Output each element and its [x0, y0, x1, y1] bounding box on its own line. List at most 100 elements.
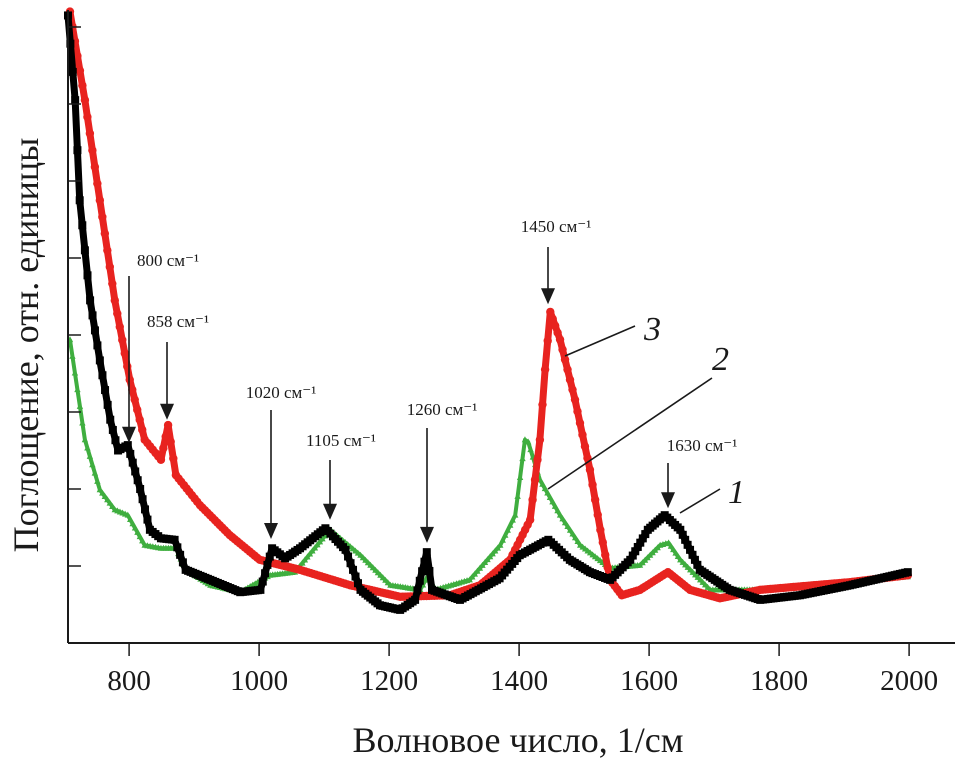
data-point [263, 560, 272, 569]
y-axis-title: Поглощение, отн. единицы [6, 138, 46, 553]
series-3-line [66, 11, 909, 602]
data-point [903, 568, 912, 577]
peak-annotation: 1630 см⁻¹ [661, 436, 738, 509]
data-point [138, 495, 147, 504]
data-point [133, 476, 142, 485]
data-point [68, 67, 77, 76]
data-point [163, 420, 173, 430]
data-point [319, 535, 326, 542]
data-point [525, 515, 535, 524]
data-point [631, 547, 640, 556]
data-point [299, 559, 306, 566]
data-point [690, 555, 699, 564]
x-axis-title: Волновое число, 1/см [352, 720, 683, 760]
peak-annotation: 1260 см⁻¹ [407, 400, 477, 543]
data-point [688, 550, 697, 559]
data-point [674, 552, 682, 559]
data-point [143, 515, 152, 524]
data-point [136, 533, 144, 540]
data-point [128, 458, 137, 467]
peak-annotation: 858 см⁻¹ [147, 312, 209, 420]
data-point [95, 196, 105, 205]
data-point [544, 489, 551, 496]
data-point [166, 437, 175, 446]
data-point [349, 565, 358, 574]
data-point [550, 321, 560, 330]
data-point [559, 515, 566, 522]
leader-line [679, 488, 721, 514]
data-point [108, 425, 117, 434]
data-point [636, 538, 645, 547]
data-point [497, 541, 504, 548]
data-point [530, 475, 540, 484]
curve-label-2: 2 [547, 341, 729, 490]
data-point [169, 454, 178, 463]
data-point [678, 530, 687, 539]
data-point [528, 495, 537, 504]
peak-annotation: 800 см⁻¹ [122, 251, 199, 443]
arrow-head-icon [420, 526, 434, 543]
data-point [571, 534, 579, 541]
data-point [103, 400, 112, 409]
data-point [111, 436, 120, 445]
data-point [574, 537, 581, 544]
data-point [563, 365, 572, 374]
data-point [566, 526, 574, 533]
data-point [578, 430, 587, 439]
data-point [316, 538, 324, 545]
data-point [93, 341, 102, 350]
data-point [106, 499, 114, 506]
data-point [676, 525, 685, 534]
data-point [590, 495, 600, 504]
curve-number: 3 [643, 311, 661, 348]
peak-annotation: 1450 см⁻¹ [521, 217, 591, 305]
data-point [84, 444, 91, 451]
data-point [261, 569, 270, 578]
data-point [80, 95, 90, 105]
data-point [525, 438, 532, 445]
peak-label: 1630 см⁻¹ [667, 436, 738, 455]
data-point [78, 221, 87, 230]
data-point [420, 557, 429, 566]
data-point [569, 530, 576, 537]
data-point [101, 492, 109, 499]
data-point [98, 212, 107, 222]
curve-number: 2 [712, 341, 729, 378]
data-point [301, 556, 309, 563]
x-tick-label: 1400 [490, 665, 548, 697]
peak-annotation: 1105 см⁻¹ [306, 431, 376, 520]
data-point [79, 419, 86, 426]
data-point [104, 496, 111, 503]
data-point [90, 326, 99, 335]
data-point [265, 552, 274, 561]
data-point [546, 493, 554, 500]
data-point [103, 246, 112, 255]
data-point [686, 545, 695, 554]
data-point [560, 355, 570, 364]
data-point [601, 550, 610, 560]
data-point [83, 112, 92, 122]
curve-number: 1 [728, 474, 745, 511]
data-point [507, 521, 514, 528]
data-point [95, 356, 104, 365]
data-point [124, 511, 131, 518]
data-point [554, 507, 561, 514]
data-point [304, 553, 311, 560]
data-point [628, 551, 637, 560]
data-point [556, 511, 564, 518]
data-point [603, 563, 612, 572]
data-point [71, 369, 79, 376]
leader-line [547, 377, 713, 490]
data-point [76, 402, 84, 409]
data-point [129, 520, 136, 527]
data-point [502, 531, 509, 538]
data-point [89, 461, 96, 468]
data-point [258, 577, 267, 586]
data-point [341, 545, 350, 554]
x-tick-label: 1000 [230, 665, 288, 697]
data-point [638, 534, 647, 543]
series-layer [64, 7, 912, 614]
data-point [418, 567, 427, 576]
data-point [127, 515, 134, 522]
data-point [156, 455, 166, 464]
